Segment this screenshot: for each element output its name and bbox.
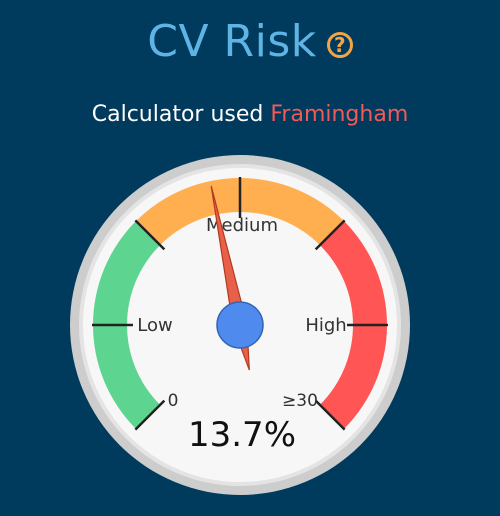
- zone-label-low: Low: [137, 315, 172, 336]
- gauge-min-label: 0: [168, 391, 179, 411]
- gauge-hub: [217, 302, 263, 348]
- gauge-max-label: ≥30: [282, 391, 318, 411]
- zone-label-high: High: [305, 315, 346, 336]
- gauge-value: 13.7%: [188, 415, 296, 455]
